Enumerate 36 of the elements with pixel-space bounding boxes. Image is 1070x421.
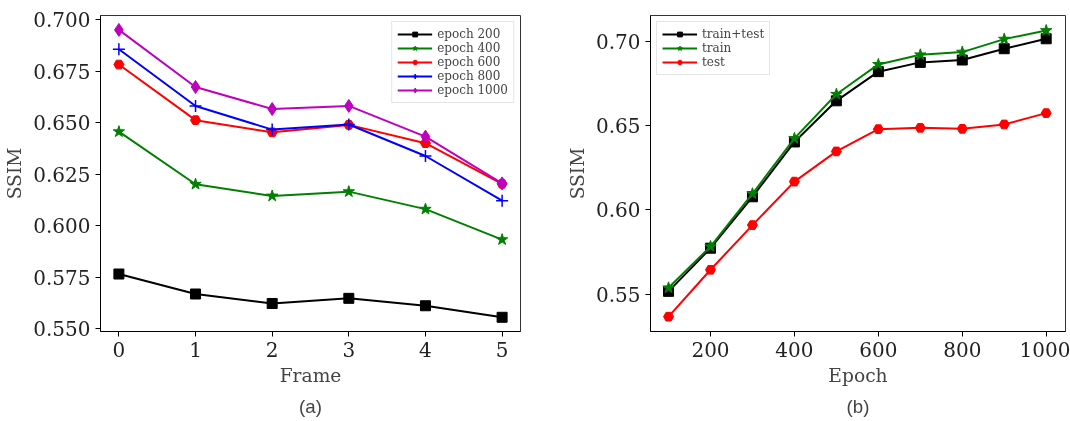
legend-label: epoch 200: [437, 27, 501, 41]
x-tick-label: 200: [691, 337, 730, 362]
x-tick-label: 2: [265, 337, 279, 362]
x-tick-label: 600: [859, 337, 898, 362]
y-tick-label: 0.625: [33, 162, 91, 187]
x-axis-title: Frame: [279, 364, 342, 386]
x-tick-label: 5: [495, 337, 509, 362]
legend-label: epoch 600: [437, 55, 501, 69]
text: (b): [846, 395, 870, 417]
x-tick-label: 3: [342, 337, 356, 362]
x-tick-label: 800: [943, 337, 982, 362]
x-tick-label: 0: [112, 337, 126, 362]
x-tick-label: 4: [419, 337, 432, 362]
legend-label: train+test: [702, 27, 765, 41]
y-tick-label: 0.55: [595, 282, 641, 307]
text: (a): [299, 395, 322, 417]
x-axis-title: Epoch: [828, 364, 888, 386]
y-axis-title: SSIM: [566, 147, 588, 200]
x-tick-label: 1000: [1019, 337, 1070, 362]
y-tick-label: 0.600: [33, 214, 91, 239]
y-tick-label: 0.65: [595, 113, 641, 138]
legend-label: test: [702, 55, 725, 69]
legend-label: epoch 1000: [437, 83, 508, 97]
y-tick-label: 0.675: [33, 59, 91, 84]
x-tick-label: 1: [189, 337, 202, 362]
legend-label: train: [702, 41, 732, 55]
y-axis-title: SSIM: [4, 147, 26, 200]
x-tick-label: 400: [775, 337, 814, 362]
legend-label: epoch 800: [437, 69, 501, 83]
y-tick-label: 0.60: [595, 198, 641, 223]
y-tick-label: 0.575: [33, 265, 91, 290]
legend-label: epoch 400: [437, 41, 501, 55]
y-tick-label: 0.70: [595, 29, 641, 54]
y-tick-label: 0.550: [33, 317, 91, 342]
y-tick-label: 0.650: [33, 111, 91, 136]
y-tick-label: 0.700: [33, 8, 91, 33]
